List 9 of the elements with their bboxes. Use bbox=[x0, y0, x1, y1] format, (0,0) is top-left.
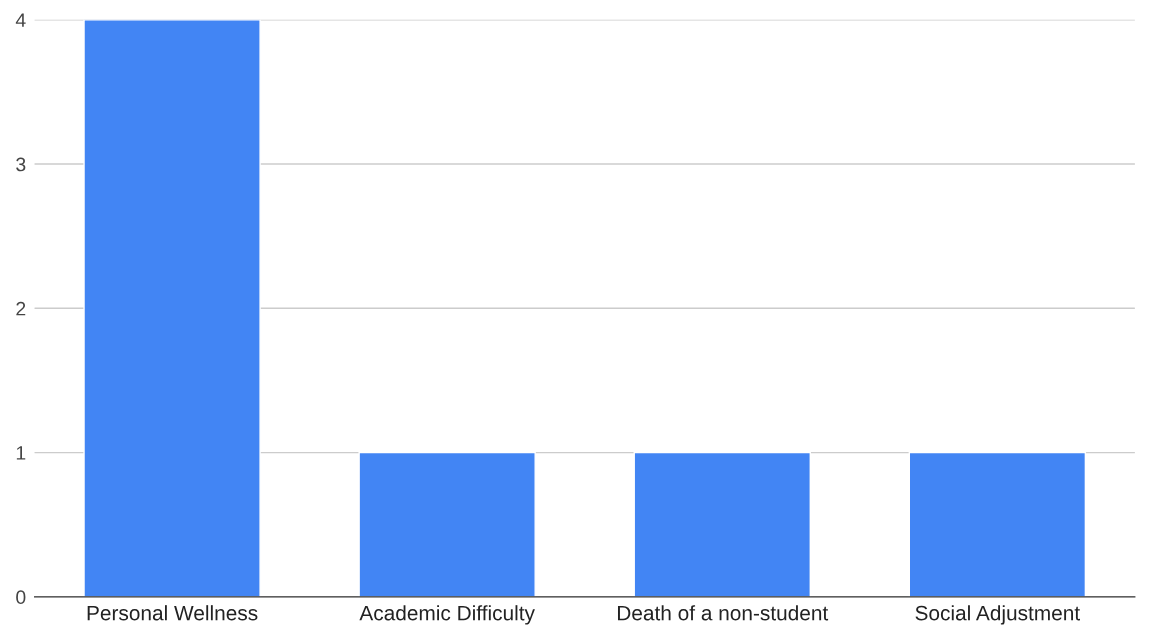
y-tick-label: 3 bbox=[16, 157, 26, 172]
x-tick-label: Death of a non-student bbox=[617, 605, 829, 621]
y-tick-label: 4 bbox=[15, 13, 26, 27]
y-tick-label: 2 bbox=[16, 301, 26, 316]
y-tick-label: 0 bbox=[16, 590, 26, 605]
x-tick-label: Personal Wellness bbox=[87, 605, 258, 621]
y-tick-label: 1 bbox=[16, 446, 26, 460]
x-tick-label: Social Adjustment bbox=[915, 605, 1080, 625]
x-tick-label: Academic Difficulty bbox=[359, 605, 535, 625]
